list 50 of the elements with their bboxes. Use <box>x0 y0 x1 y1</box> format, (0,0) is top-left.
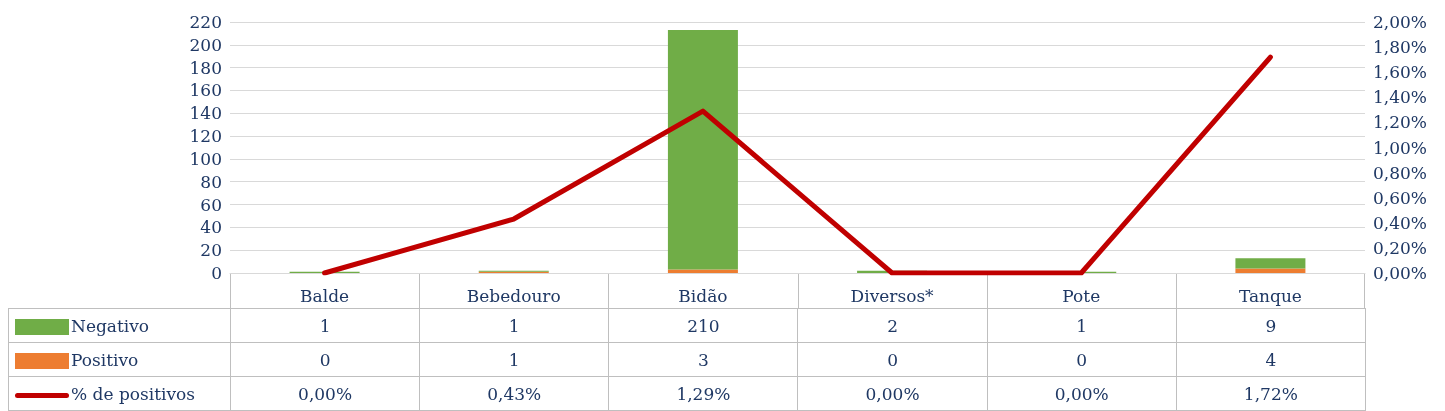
data-label: 4 <box>1176 342 1366 377</box>
data-label: 1 <box>987 308 1177 343</box>
y-tick-label: 100 <box>189 148 222 169</box>
x-tick-label: Tanque <box>1238 285 1302 306</box>
data-label: 0,00% <box>230 376 420 411</box>
data-label: 0,00% <box>987 376 1177 411</box>
y-tick-label: 140 <box>189 103 222 124</box>
y2-tick-label: 0,00% <box>1373 263 1428 283</box>
data-label: 2 <box>797 308 988 343</box>
x-tick-label: Bebedouro <box>466 285 561 306</box>
y2-tick-label: 1,80% <box>1373 37 1428 58</box>
y2-tick-label: 0,40% <box>1373 212 1428 233</box>
legend-label: Negativo <box>8 308 231 343</box>
data-label: 0,00% <box>797 376 988 411</box>
y-tick-label: 0 <box>211 263 222 283</box>
legend-label: % de positivos <box>8 376 231 411</box>
y-tick-label: 80 <box>200 171 222 192</box>
data-label: 0,43% <box>419 376 609 411</box>
legend-label: Positivo <box>8 342 231 377</box>
y2-tick-label: 1,60% <box>1373 62 1428 83</box>
y-tick-label: 40 <box>200 217 222 238</box>
data-label: 0 <box>230 342 420 377</box>
x-tick-label: Pote <box>1062 285 1101 306</box>
y2-tick-label: 0,60% <box>1373 187 1428 208</box>
y-tick-label: 160 <box>189 80 222 101</box>
data-label: 1,72% <box>1176 376 1366 411</box>
data-label: 0 <box>987 342 1177 377</box>
y2-tick-label: 0,80% <box>1373 162 1428 183</box>
y-tick-label: 180 <box>189 57 222 78</box>
y2-tick-label: 1,40% <box>1373 87 1428 108</box>
y-tick-label: 60 <box>200 194 222 215</box>
data-label: 0 <box>797 342 988 377</box>
data-label: 1 <box>419 342 609 377</box>
y-tick-label: 220 <box>189 12 222 32</box>
data-label: 1 <box>230 308 420 343</box>
x-tick-label: Diversos* <box>850 285 935 306</box>
data-label: 1 <box>419 308 609 343</box>
data-label: 1,29% <box>608 376 798 411</box>
y2-tick-label: 1,00% <box>1373 137 1428 158</box>
y2-tick-label: 1,20% <box>1373 112 1428 133</box>
data-label: 210 <box>608 308 798 343</box>
x-tick-label: Balde <box>300 285 350 306</box>
x-tick-label: Bidão <box>678 285 728 306</box>
y-tick-label: 20 <box>200 240 222 261</box>
y2-tick-label: 0,20% <box>1373 237 1428 258</box>
y-tick-label: 200 <box>189 34 222 55</box>
y-tick-label: 120 <box>189 126 222 147</box>
data-label: 9 <box>1176 308 1366 343</box>
y2-tick-label: 2,00% <box>1373 12 1428 32</box>
data-label: 3 <box>608 342 798 377</box>
